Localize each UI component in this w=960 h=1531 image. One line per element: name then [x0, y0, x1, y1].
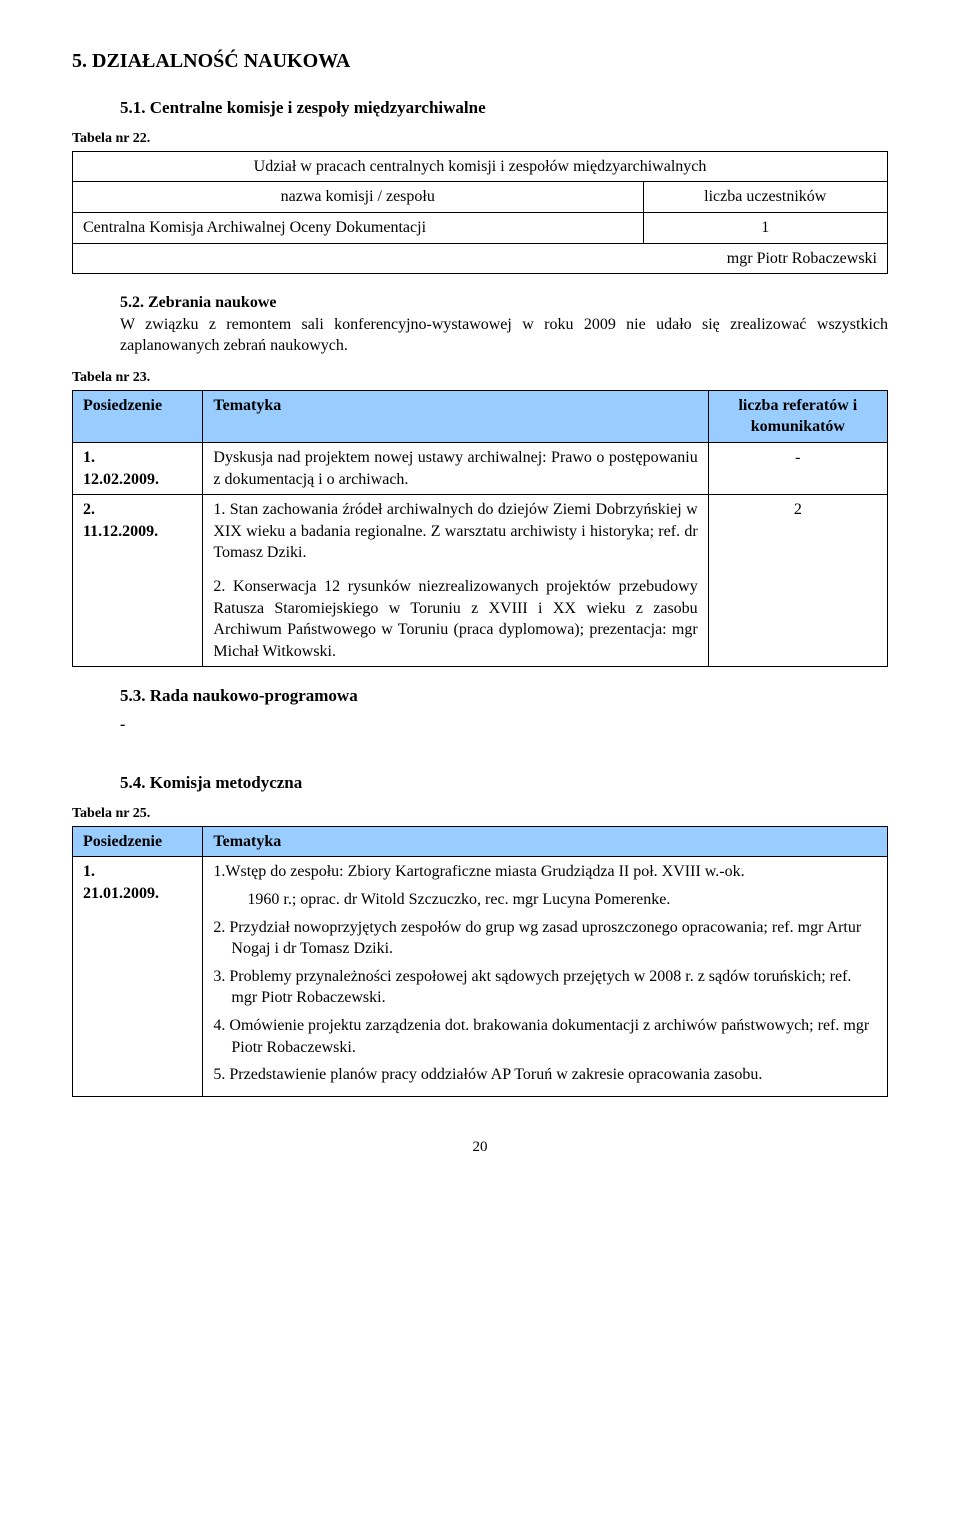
section-5-1-title: 5.1. Centralne komisje i zespoły międzya…	[120, 97, 888, 120]
table-row: 1. 12.02.2009.	[73, 443, 203, 495]
t25-r1-date: 21.01.2009.	[83, 885, 159, 902]
t23-r2-topic: 1. Stan zachowania źródeł archiwalnych d…	[203, 495, 708, 667]
t25-item-4: 4. Omówienie projektu zarządzenia dot. b…	[213, 1015, 877, 1058]
page-number: 20	[72, 1137, 888, 1157]
section-5-title: 5. DZIAŁALNOŚĆ NAUKOWA	[72, 48, 888, 75]
table-25: Posiedzenie Tematyka 1. 21.01.2009. 1.Ws…	[72, 826, 888, 1097]
t23-r2-count: 2	[708, 495, 887, 667]
t25-r1-num: 1.	[83, 863, 95, 880]
table-row: 2. 11.12.2009.	[73, 495, 203, 667]
table-22-col2-header: liczba uczestników	[643, 182, 888, 213]
table-23-h2: Tematyka	[203, 390, 708, 442]
t23-r1-date: 12.02.2009.	[83, 471, 159, 488]
t23-r1-num: 1.	[83, 449, 95, 466]
section-5-3-title: 5.3. Rada naukowo-programowa	[120, 685, 888, 708]
table-25-h1: Posiedzenie	[73, 826, 203, 857]
table-22-row-person: mgr Piotr Robaczewski	[73, 243, 888, 274]
t25-item-3: 3. Problemy przynależności zespołowej ak…	[213, 966, 877, 1009]
table-row: 1. 21.01.2009.	[73, 857, 203, 1096]
t23-r1-count: -	[708, 443, 887, 495]
t25-item-1a: 1.Wstęp do zespołu: Zbiory Kartograficzn…	[213, 861, 877, 883]
section-5-3-body: -	[120, 714, 888, 736]
table-22-col1-header: nazwa komisji / zespołu	[73, 182, 644, 213]
t23-r1-topic: Dyskusja nad projektem nowej ustawy arch…	[203, 443, 708, 495]
table-25-h2: Tematyka	[203, 826, 888, 857]
table-22-row-name: Centralna Komisja Archiwalnej Oceny Doku…	[73, 213, 644, 244]
table-22-title: Udział w pracach centralnych komisji i z…	[73, 151, 888, 182]
table-25-caption: Tabela nr 25.	[72, 805, 888, 824]
section-5-2-body: W związku z remontem sali konferencyjno-…	[120, 314, 888, 357]
t25-item-2: 2. Przydział nowoprzyjętych zespołów do …	[213, 917, 877, 960]
table-22-row-count: 1	[643, 213, 888, 244]
t25-item-1b: 1960 r.; oprac. dr Witold Szczuczko, rec…	[213, 889, 877, 911]
table-23-h1: Posiedzenie	[73, 390, 203, 442]
section-5-2-title: 5.2. Zebrania naukowe	[120, 294, 276, 311]
section-5-4-title: 5.4. Komisja metodyczna	[120, 772, 888, 795]
t23-r2-topic-1: 1. Stan zachowania źródeł archiwalnych d…	[213, 499, 697, 564]
t23-r2-num: 2.	[83, 501, 95, 518]
t25-item-5: 5. Przedstawienie planów pracy oddziałów…	[213, 1064, 877, 1086]
table-23-caption: Tabela nr 23.	[72, 369, 888, 388]
table-23-h3: liczba referatów i komunikatów	[708, 390, 887, 442]
t23-r2-topic-2: 2. Konserwacja 12 rysunków niezrealizowa…	[213, 576, 697, 662]
table-23: Posiedzenie Tematyka liczba referatów i …	[72, 390, 888, 668]
t25-r1-topics: 1.Wstęp do zespołu: Zbiory Kartograficzn…	[203, 857, 888, 1096]
t23-r2-date: 11.12.2009.	[83, 523, 158, 540]
table-22: Udział w pracach centralnych komisji i z…	[72, 151, 888, 274]
table-22-caption: Tabela nr 22.	[72, 130, 888, 149]
